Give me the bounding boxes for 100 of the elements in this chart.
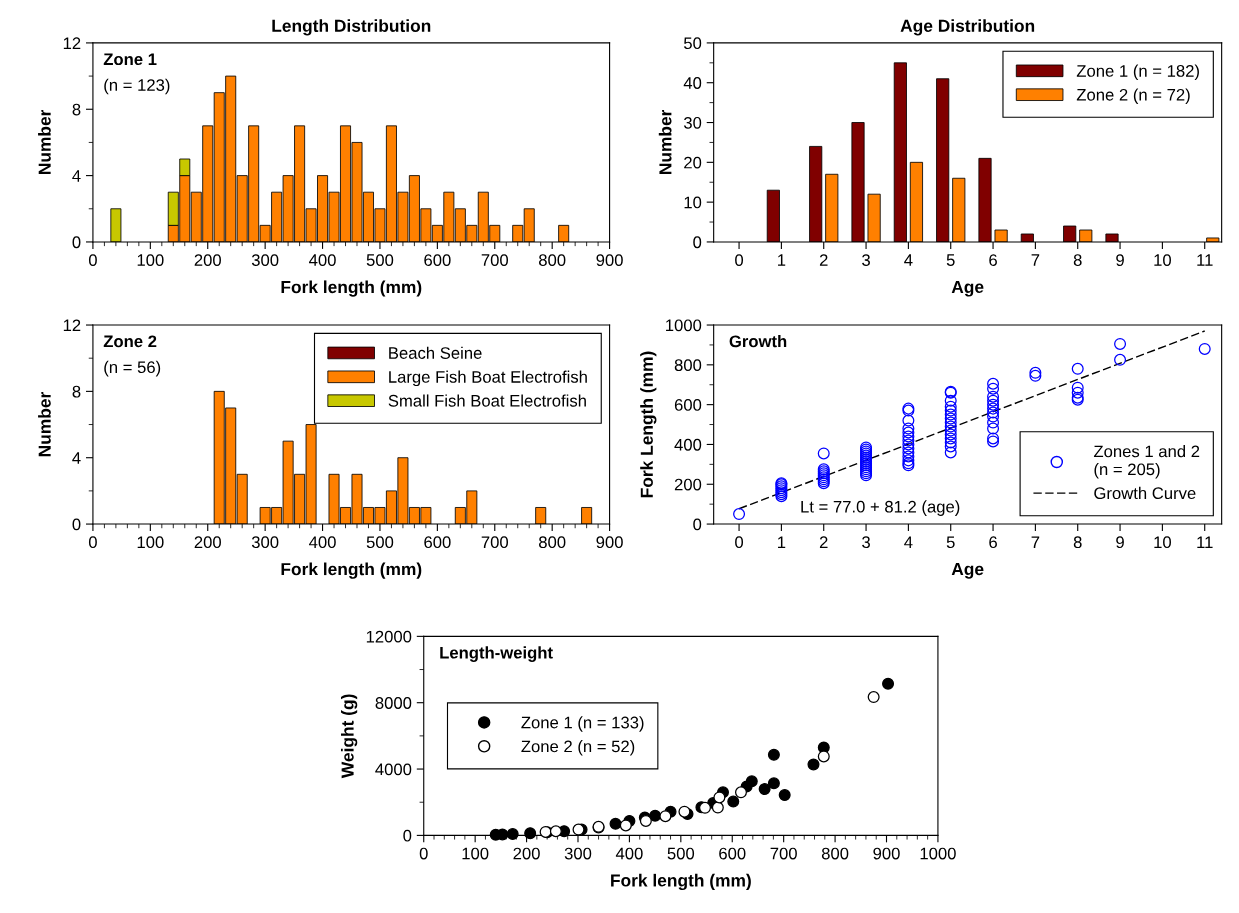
- x-tick-label: 900: [596, 536, 623, 549]
- x-tick-label: 7: [1031, 536, 1040, 548]
- y-tick-label: 200: [674, 478, 702, 491]
- x-tick-label: 100: [462, 847, 489, 860]
- x-tick-label: 9: [1116, 536, 1124, 549]
- annotation: Lt = 77.0 + 81.2 (age): [801, 500, 960, 516]
- x-tick-label: 0: [88, 254, 97, 266]
- x-tick-label: 400: [615, 847, 643, 860]
- y-tick-label: 0: [693, 236, 702, 249]
- x-tick-label: 800: [539, 536, 566, 549]
- annotation: Zone 2: [103, 335, 157, 348]
- x-tick-label: 200: [513, 847, 540, 860]
- y-tick-label: 4000: [375, 763, 412, 776]
- x-tick-label: 800: [821, 847, 849, 860]
- y-axis-title: Fork Length (mm): [640, 351, 657, 498]
- x-tick-label: 400: [309, 536, 336, 549]
- y-tick-label: 30: [683, 116, 702, 129]
- x-tick-label: 300: [251, 536, 279, 549]
- legend-label: Zone 1 (n = 133): [521, 716, 644, 732]
- x-tick-label: 0: [735, 536, 744, 549]
- y-tick-label: 20: [684, 156, 702, 169]
- x-tick-label: 700: [481, 254, 509, 266]
- x-tick-label: 700: [481, 536, 509, 549]
- x-tick-label: 500: [366, 536, 394, 549]
- chart-title: Length Distribution: [272, 19, 431, 36]
- x-tick-label: 0: [735, 254, 744, 266]
- x-tick-label: 5: [946, 536, 955, 549]
- y-tick-label: 12: [63, 319, 81, 332]
- legend-label: Zones 1 and 2 (n = 205): [1093, 445, 1200, 479]
- x-tick-label: 400: [309, 254, 336, 266]
- x-tick-label: 100: [137, 536, 164, 549]
- x-tick-label: 4: [904, 254, 913, 266]
- x-tick-label: 0: [88, 536, 97, 549]
- x-tick-label: 300: [564, 847, 592, 860]
- y-tick-label: 0: [72, 518, 81, 531]
- x-tick-label: 600: [719, 847, 746, 860]
- x-tick-label: 11: [1197, 254, 1213, 266]
- x-tick-label: 2: [819, 536, 828, 548]
- y-tick-label: 0: [72, 236, 81, 249]
- x-tick-label: 600: [424, 254, 451, 266]
- legend-label: Zone 1 (n = 182): [1076, 64, 1199, 81]
- x-axis-title: Age: [951, 563, 984, 579]
- x-tick-label: 4: [904, 536, 913, 548]
- x-axis-title: Fork length (mm): [611, 873, 751, 891]
- x-tick-label: 10: [1154, 254, 1172, 266]
- x-tick-label: 900: [596, 254, 623, 266]
- x-tick-label: 600: [424, 536, 451, 549]
- x-tick-label: 3: [862, 254, 870, 266]
- x-axis-title: Age: [951, 280, 984, 297]
- y-tick-label: 600: [674, 399, 702, 411]
- annotation: (n = 123): [104, 78, 170, 95]
- y-tick-label: 8: [72, 103, 81, 116]
- annotation: Length-weight: [440, 646, 553, 662]
- x-tick-label: 0: [419, 847, 428, 860]
- x-tick-label: 300: [251, 254, 279, 266]
- x-tick-label: 900: [873, 847, 900, 860]
- annotation: (n = 56): [104, 360, 161, 377]
- x-tick-label: 100: [137, 254, 164, 266]
- y-tick-label: 12000: [366, 630, 412, 643]
- x-tick-label: 1: [778, 254, 786, 266]
- x-tick-label: 3: [862, 536, 870, 549]
- x-tick-label: 200: [194, 254, 221, 266]
- chart-title: Age Distribution: [900, 19, 1035, 36]
- legend-label: Growth Curve: [1094, 486, 1196, 500]
- annotation: Zone 1: [103, 53, 157, 66]
- x-tick-label: 2: [819, 254, 828, 266]
- y-tick-label: 0: [403, 829, 412, 842]
- x-tick-label: 10: [1154, 536, 1172, 549]
- y-tick-label: 4: [72, 452, 81, 464]
- x-tick-label: 5: [946, 254, 955, 266]
- legend-label: Beach Seine: [389, 346, 482, 359]
- y-tick-label: 8: [72, 385, 81, 398]
- legend-label: Zone 2 (n = 52): [521, 740, 635, 756]
- y-tick-label: 12: [63, 37, 81, 49]
- x-tick-label: 800: [539, 254, 566, 266]
- x-tick-label: 6: [989, 254, 997, 266]
- legend-label: Small Fish Boat Electrofish: [388, 394, 586, 407]
- x-tick-label: 500: [366, 254, 394, 266]
- x-tick-label: 1000: [920, 847, 956, 860]
- y-tick-label: 1000: [666, 319, 702, 332]
- x-tick-label: 700: [770, 847, 797, 860]
- x-tick-label: 8: [1073, 536, 1082, 549]
- x-tick-label: 8: [1073, 254, 1082, 266]
- y-axis-title: Weight (g): [341, 694, 358, 779]
- y-axis-title: Number: [38, 109, 51, 175]
- x-axis-title: Fork length (mm): [281, 562, 422, 579]
- x-tick-label: 9: [1116, 254, 1124, 266]
- x-tick-label: 6: [989, 536, 997, 549]
- x-tick-label: 500: [667, 847, 695, 860]
- x-tick-label: 7: [1031, 254, 1040, 266]
- y-axis-title: Number: [38, 392, 51, 457]
- x-tick-label: 11: [1197, 536, 1213, 548]
- y-tick-label: 8000: [375, 697, 412, 709]
- x-tick-label: 200: [194, 536, 221, 549]
- y-tick-label: 10: [684, 196, 702, 209]
- y-tick-label: 0: [693, 518, 702, 531]
- y-tick-label: 50: [683, 37, 702, 50]
- y-tick-label: 4: [72, 170, 81, 182]
- x-axis-title: Fork length (mm): [281, 280, 422, 297]
- y-tick-label: 40: [683, 77, 702, 89]
